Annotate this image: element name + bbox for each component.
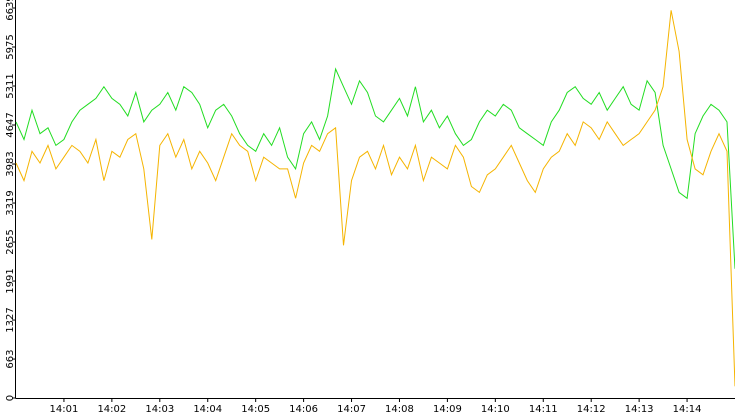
x-tick-label: 14:05 bbox=[241, 404, 270, 415]
x-tick-label: 14:01 bbox=[50, 404, 79, 415]
x-tick-label: 14:10 bbox=[481, 404, 510, 415]
x-tick-label: 14:08 bbox=[385, 404, 414, 415]
x-tick-label: 14:06 bbox=[289, 404, 318, 415]
x-tick-label: 14:04 bbox=[193, 404, 222, 415]
x-tick-label: 14:09 bbox=[433, 404, 462, 415]
y-tick-label: 5975 bbox=[5, 34, 16, 59]
y-tick-label: 1327 bbox=[5, 307, 16, 332]
y-tick-label: 0 bbox=[5, 395, 16, 401]
x-tick-label: 14:07 bbox=[337, 404, 366, 415]
x-tick-label: 14:13 bbox=[625, 404, 654, 415]
series-line bbox=[15, 10, 735, 387]
y-tick-label: 5311 bbox=[5, 73, 16, 98]
x-tick-label: 14:03 bbox=[145, 404, 174, 415]
y-tick-label: 663 bbox=[5, 350, 16, 369]
y-tick-label: 6639 bbox=[5, 0, 16, 21]
y-tick-label: 1991 bbox=[5, 268, 16, 293]
x-tick-label: 14:11 bbox=[529, 404, 558, 415]
y-tick-label: 3983 bbox=[5, 151, 16, 176]
x-tick-label: 14:02 bbox=[97, 404, 126, 415]
y-tick-label: 2655 bbox=[5, 229, 16, 254]
series-line bbox=[15, 67, 735, 269]
x-tick-label: 14:12 bbox=[577, 404, 606, 415]
y-tick-label: 4647 bbox=[5, 112, 16, 137]
x-tick-label: 14:14 bbox=[673, 404, 702, 415]
y-tick-label: 3319 bbox=[5, 190, 16, 215]
